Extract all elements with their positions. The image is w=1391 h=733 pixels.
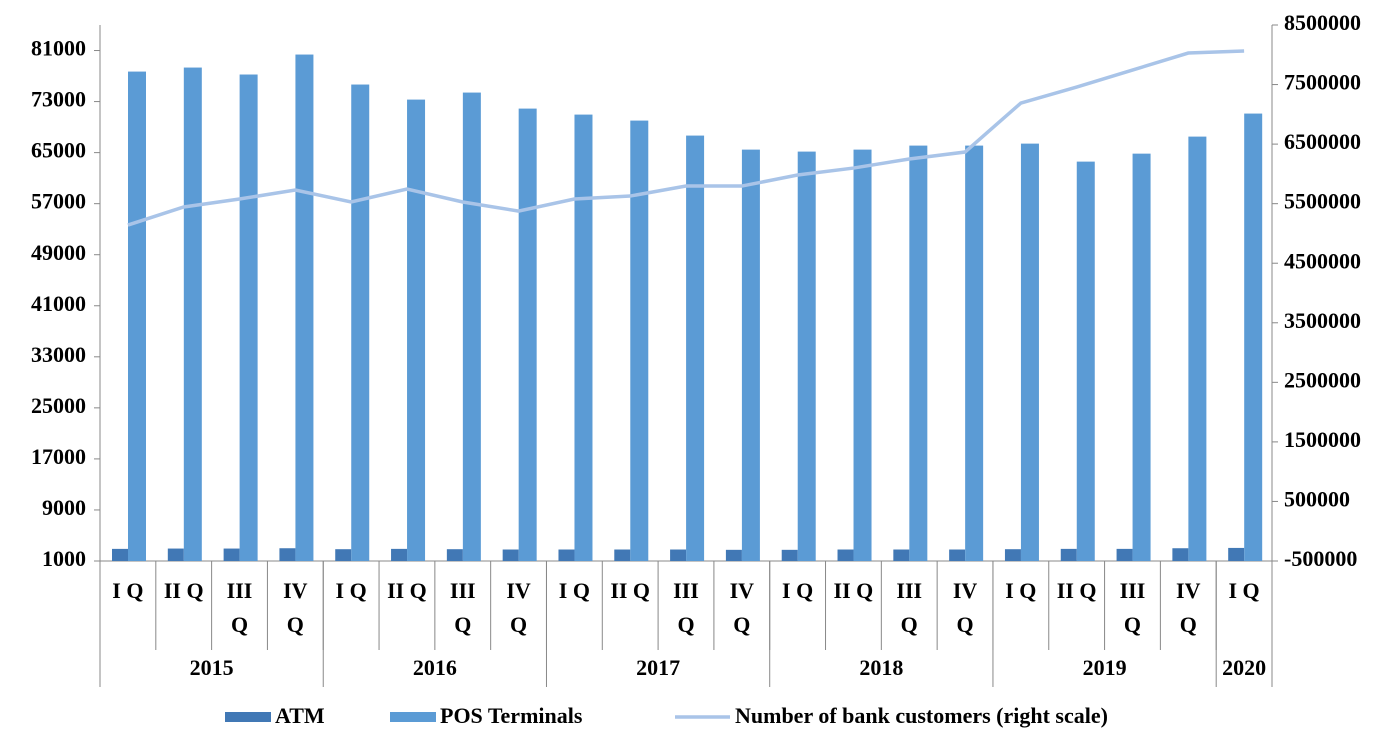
y-tick-label: 17000 <box>31 444 86 469</box>
bar <box>893 549 910 561</box>
x-tick-label: II Q <box>1056 578 1097 603</box>
group-label: 2015 <box>190 655 234 680</box>
bar <box>725 549 742 561</box>
y-tick-label: 1000 <box>42 546 86 571</box>
bar <box>1244 113 1263 561</box>
bar <box>1076 161 1095 561</box>
x-tick-label: I Q <box>335 578 367 603</box>
bar <box>1020 143 1039 562</box>
y2-tick-label: 5500000 <box>1284 189 1361 214</box>
x-tick-label: III Q <box>896 578 923 637</box>
y-tick-label: 57000 <box>31 189 86 214</box>
x-tick-label: I Q <box>558 578 590 603</box>
bar <box>797 151 816 562</box>
bar <box>741 149 760 561</box>
group-label: 2020 <box>1222 655 1266 680</box>
y2-tick-label: 2500000 <box>1284 367 1361 392</box>
bar <box>909 145 928 561</box>
y2-tick-label: 4500000 <box>1284 248 1361 273</box>
x-tick-label: II Q <box>833 578 874 603</box>
y-tick-label: 81000 <box>31 36 86 61</box>
bar <box>949 549 966 561</box>
group-label: 2016 <box>413 655 457 680</box>
bar <box>1004 549 1021 561</box>
x-tick-label: IV Q <box>729 578 755 637</box>
legend-label: Number of bank customers (right scale) <box>735 703 1108 728</box>
x-tick-label: I Q <box>112 578 144 603</box>
bar <box>223 548 240 561</box>
bar <box>351 84 370 561</box>
bar <box>670 549 687 561</box>
group-label: 2019 <box>1083 655 1127 680</box>
x-tick-label: III Q <box>226 578 253 637</box>
bar <box>1188 136 1207 562</box>
legend-swatch <box>225 712 271 722</box>
x-tick-label: IV Q <box>1176 578 1201 637</box>
legend-label: ATM <box>275 703 325 728</box>
y2-tick-label: 500000 <box>1284 486 1350 511</box>
y-tick-label: 73000 <box>31 87 86 112</box>
x-tick-label: IV Q <box>283 578 308 637</box>
bar <box>407 99 426 562</box>
bar <box>574 114 593 562</box>
bar <box>781 549 798 561</box>
y2-tick-label: 3500000 <box>1284 308 1361 333</box>
bar <box>1116 548 1133 561</box>
x-tick-label: II Q <box>163 578 204 603</box>
bar <box>279 548 296 561</box>
bar <box>335 549 352 561</box>
bar <box>965 145 984 561</box>
bar <box>558 549 575 561</box>
bar <box>1172 548 1189 561</box>
bar <box>183 67 202 562</box>
x-tick-label: I Q <box>1005 578 1037 603</box>
y2-tick-label: 7500000 <box>1284 70 1361 95</box>
y2-tick-label: 6500000 <box>1284 129 1361 154</box>
line-series <box>127 49 1245 227</box>
x-tick-label: II Q <box>610 578 651 603</box>
bar <box>112 548 128 561</box>
bar <box>630 120 649 561</box>
x-tick-label: I Q <box>782 578 814 603</box>
x-tick-label: IV Q <box>952 578 978 637</box>
bar <box>1228 547 1245 561</box>
bar <box>128 71 146 561</box>
bar <box>853 149 872 561</box>
y-tick-label: 33000 <box>31 342 86 367</box>
bar <box>239 74 258 562</box>
y-tick-label: 41000 <box>31 291 86 316</box>
bar <box>462 92 481 562</box>
y2-tick-label: 8500000 <box>1284 10 1361 35</box>
y-tick-label: 25000 <box>31 393 86 418</box>
x-tick-label: I Q <box>1228 578 1260 603</box>
bar <box>446 549 463 561</box>
x-tick-label: IV Q <box>506 578 531 637</box>
bar <box>686 135 705 561</box>
bar <box>167 548 184 561</box>
bar <box>502 549 519 561</box>
x-tick-label: II Q <box>387 578 427 603</box>
y-tick-label: 9000 <box>42 495 86 520</box>
x-tick-label: III Q <box>1119 578 1146 637</box>
legend-swatch <box>390 712 436 722</box>
bar <box>295 54 314 561</box>
bar <box>614 549 631 561</box>
bar <box>391 548 408 561</box>
x-tick-label: III Q <box>673 578 699 637</box>
y-tick-label: 65000 <box>31 138 86 163</box>
y2-tick-label: 1500000 <box>1284 427 1361 452</box>
legend-label: POS Terminals <box>440 703 583 728</box>
bar <box>1060 548 1077 561</box>
bar <box>837 549 854 561</box>
bar <box>1132 153 1151 561</box>
x-tick-label: III Q <box>449 578 476 637</box>
bar <box>518 108 537 561</box>
group-label: 2017 <box>636 655 680 680</box>
y2-tick-label: -500000 <box>1284 546 1357 571</box>
y-tick-label: 49000 <box>31 240 86 265</box>
group-label: 2018 <box>859 655 903 680</box>
